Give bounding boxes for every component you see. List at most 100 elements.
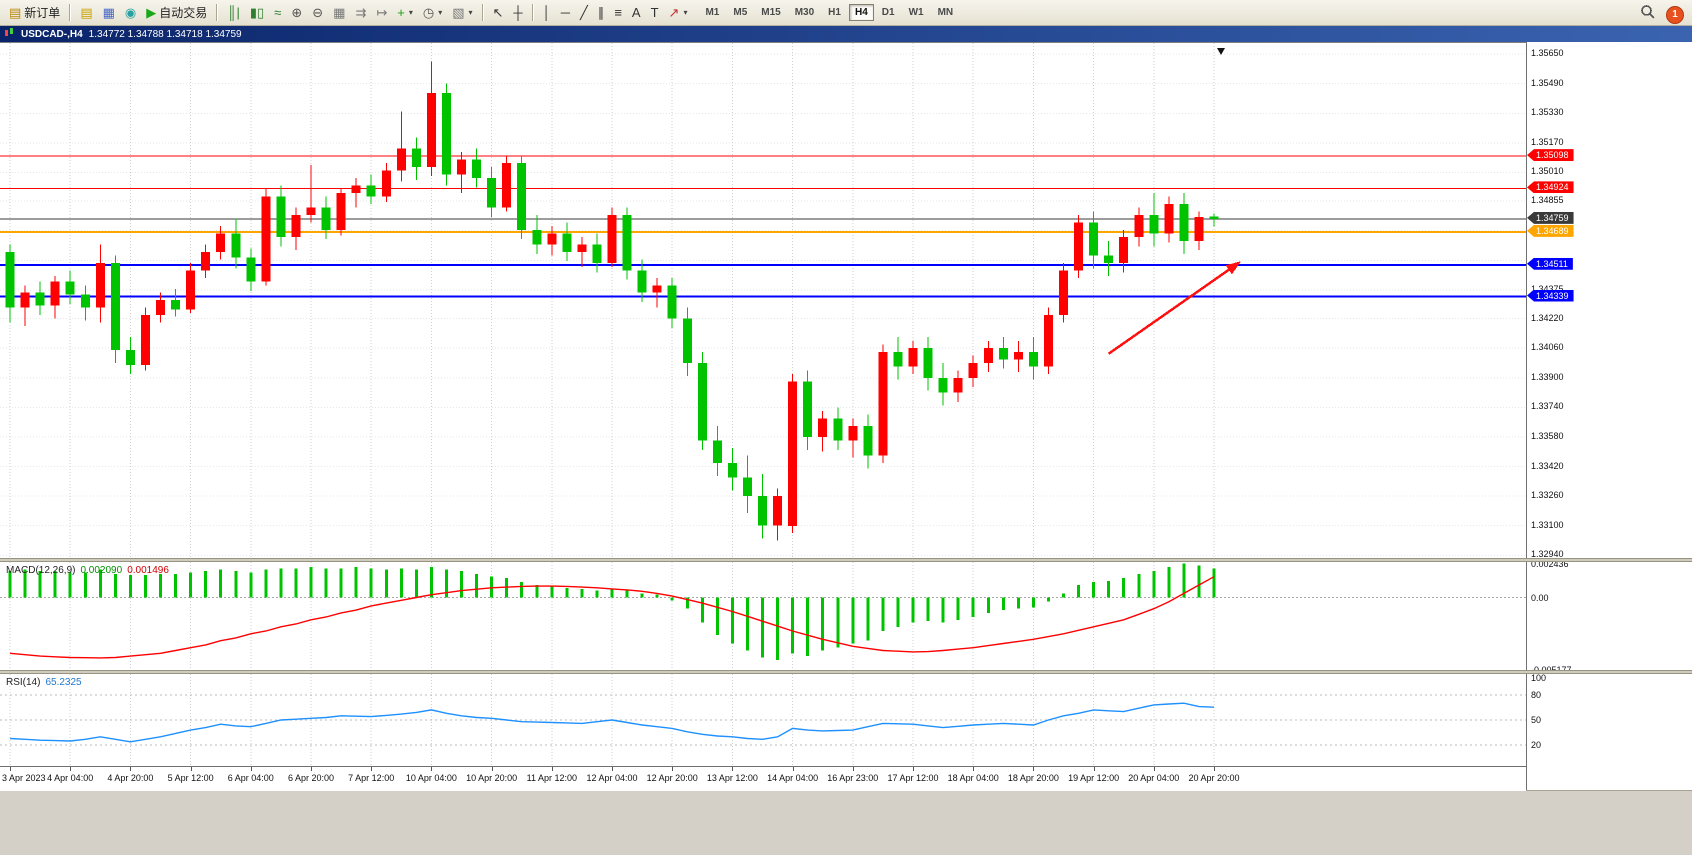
templates-button[interactable]: ▧ ▾ — [447, 1, 477, 24]
rsi-name: RSI(14) — [6, 677, 41, 688]
timeframe-h1-button[interactable]: H1 — [828, 7, 841, 18]
vline-icon[interactable]: │ — [538, 1, 556, 24]
search-icon[interactable] — [1640, 4, 1656, 25]
toolbar: ▤ 新订单 ▤ ▦ ◉ ▶ 自动交易 ║| ▮▯ ≈ ⊕ ⊖ ▦ ⇉ ↦ + ▾ ◷ ▾ ▧ ▾ ↖ ┼ │ ─ ╱ ∥ ≡ A T ↗ ▾ … — [0, 0, 1692, 26]
timeframe-m5-button[interactable]: M5 — [733, 7, 748, 18]
trend-arrow[interactable] — [1107, 261, 1242, 355]
candle — [562, 222, 572, 262]
periods-button[interactable]: ◷ ▾ — [418, 1, 447, 24]
candle — [1028, 337, 1038, 380]
chart-shift-marker[interactable] — [1217, 48, 1225, 55]
rsi-line — [9, 702, 1215, 743]
date-axis-label: 16 Apr 23:00 — [827, 773, 879, 783]
bar-chart-icon[interactable]: ║| — [222, 1, 245, 24]
candle — [788, 374, 798, 534]
candle — [65, 270, 75, 304]
candle — [953, 370, 963, 402]
candlestick-icon[interactable]: ▮▯ — [245, 1, 269, 24]
price-axis-label: 1.35650 — [1531, 48, 1564, 59]
textlabel-icon: T — [650, 5, 659, 20]
timeframe-m30-button[interactable]: M30 — [794, 7, 815, 18]
trendline-icon[interactable]: ╱ — [575, 1, 593, 24]
candle — [261, 189, 271, 286]
text-icon[interactable]: A — [627, 1, 646, 24]
support-line-lower-price-tag: 1.34339 — [1527, 289, 1574, 302]
tile-windows-icon[interactable]: ▦ — [328, 1, 350, 24]
timeframe-mn-button[interactable]: MN — [937, 7, 954, 18]
candlestick-icon: ▮▯ — [249, 5, 265, 20]
candle — [727, 448, 737, 491]
candle — [697, 351, 707, 450]
date-axis-label: 3 Apr 2023 — [2, 773, 46, 783]
timeframe-w1-button[interactable]: W1 — [908, 7, 924, 18]
cursor-icon[interactable]: ↖ — [488, 1, 509, 24]
candle — [1119, 229, 1129, 273]
time-axis[interactable]: 3 Apr 2023 4 Apr 04:00 4 Apr 20:00 5 Apr 12… — [0, 766, 1526, 791]
date-axis-label: 13 Apr 12:00 — [706, 773, 758, 783]
templates-icon: ▧ — [452, 5, 465, 20]
line-chart-icon: ≈ — [274, 5, 282, 20]
zoom-in-icon[interactable]: ⊕ — [286, 1, 307, 24]
indicators-button[interactable]: + ▾ — [392, 1, 418, 24]
date-axis-label: 18 Apr 04:00 — [947, 773, 999, 783]
terminal-area — [0, 790, 1692, 855]
main-chart[interactable] — [0, 42, 1526, 559]
hline-icon[interactable]: ─ — [556, 1, 575, 24]
timeframe-d1-button[interactable]: D1 — [881, 7, 895, 18]
time-axis-tick — [973, 767, 975, 771]
timeframe-h4-button[interactable]: H4 — [848, 4, 874, 21]
channel-icon[interactable]: ∥ — [593, 1, 610, 24]
date-axis-label: 6 Apr 20:00 — [287, 773, 335, 783]
candle — [216, 226, 226, 260]
profiles-icon[interactable]: ▦ — [98, 1, 120, 24]
time-axis-tick — [190, 767, 192, 771]
zoom-in-icon: ⊕ — [291, 5, 303, 20]
panel-separator[interactable] — [0, 670, 1692, 674]
chevron-down-icon: ▾ — [468, 8, 473, 17]
time-axis-tick — [130, 767, 132, 771]
price-axis-label: 1.33100 — [1531, 519, 1564, 530]
charts-icon[interactable]: ▤ — [75, 1, 97, 24]
toolbar-right: 1 — [1640, 4, 1684, 25]
candle — [396, 111, 406, 182]
crosshair-icon[interactable]: ┼ — [508, 1, 527, 24]
candle — [246, 248, 256, 291]
timeframe-m1-button[interactable]: M1 — [705, 7, 720, 18]
macd-panel[interactable] — [0, 562, 1526, 670]
notification-badge[interactable]: 1 — [1666, 5, 1684, 24]
date-axis-label: 10 Apr 20:00 — [466, 773, 518, 783]
chevron-down-icon: ▾ — [438, 8, 443, 17]
macd-signal-value: 0.001496 — [127, 565, 169, 576]
date-axis-label: 20 Apr 04:00 — [1128, 773, 1180, 783]
fibonacci-icon: ≡ — [614, 5, 622, 20]
candle — [50, 276, 60, 319]
rsi-axis-label: 50 — [1531, 715, 1542, 725]
price-axis-label: 1.32940 — [1531, 549, 1564, 560]
autotrading-button[interactable]: ▶ 自动交易 — [141, 1, 212, 24]
macd-signal-line — [9, 576, 1215, 659]
candle — [592, 233, 602, 273]
macd-label: MACD(12,26,9) 0.002090 0.001496 — [6, 565, 169, 576]
date-axis-label: 4 Apr 04:00 — [47, 773, 94, 783]
chart-window-icon — [4, 27, 15, 41]
autoscroll-icon[interactable]: ⇉ — [350, 1, 371, 24]
candle — [1104, 240, 1114, 276]
chart-shift-icon[interactable]: ↦ — [371, 1, 392, 24]
candle — [743, 455, 752, 513]
fibonacci-icon[interactable]: ≡ — [609, 1, 627, 24]
arrows-button[interactable]: ↗ ▾ — [664, 1, 693, 24]
time-axis-tick — [551, 767, 553, 771]
zoom-out-icon[interactable]: ⊖ — [307, 1, 328, 24]
rsi-panel[interactable] — [0, 674, 1526, 766]
price-axis[interactable]: 1.35650 1.35490 1.35330 1.35170 1.35010 1.348… — [1526, 42, 1692, 790]
new-order-button[interactable]: ▤ 新订单 — [4, 1, 65, 24]
textlabel-icon[interactable]: T — [646, 1, 664, 24]
candle — [1013, 340, 1023, 373]
price-axis-label: 1.33580 — [1531, 430, 1564, 441]
line-chart-icon[interactable]: ≈ — [269, 1, 286, 24]
panel-separator[interactable] — [0, 558, 1692, 562]
macd-name: MACD(12,26,9) — [6, 565, 76, 576]
candle — [426, 61, 436, 177]
refresh-icon[interactable]: ◉ — [120, 1, 141, 24]
timeframe-m15-button[interactable]: M15 — [761, 7, 781, 18]
